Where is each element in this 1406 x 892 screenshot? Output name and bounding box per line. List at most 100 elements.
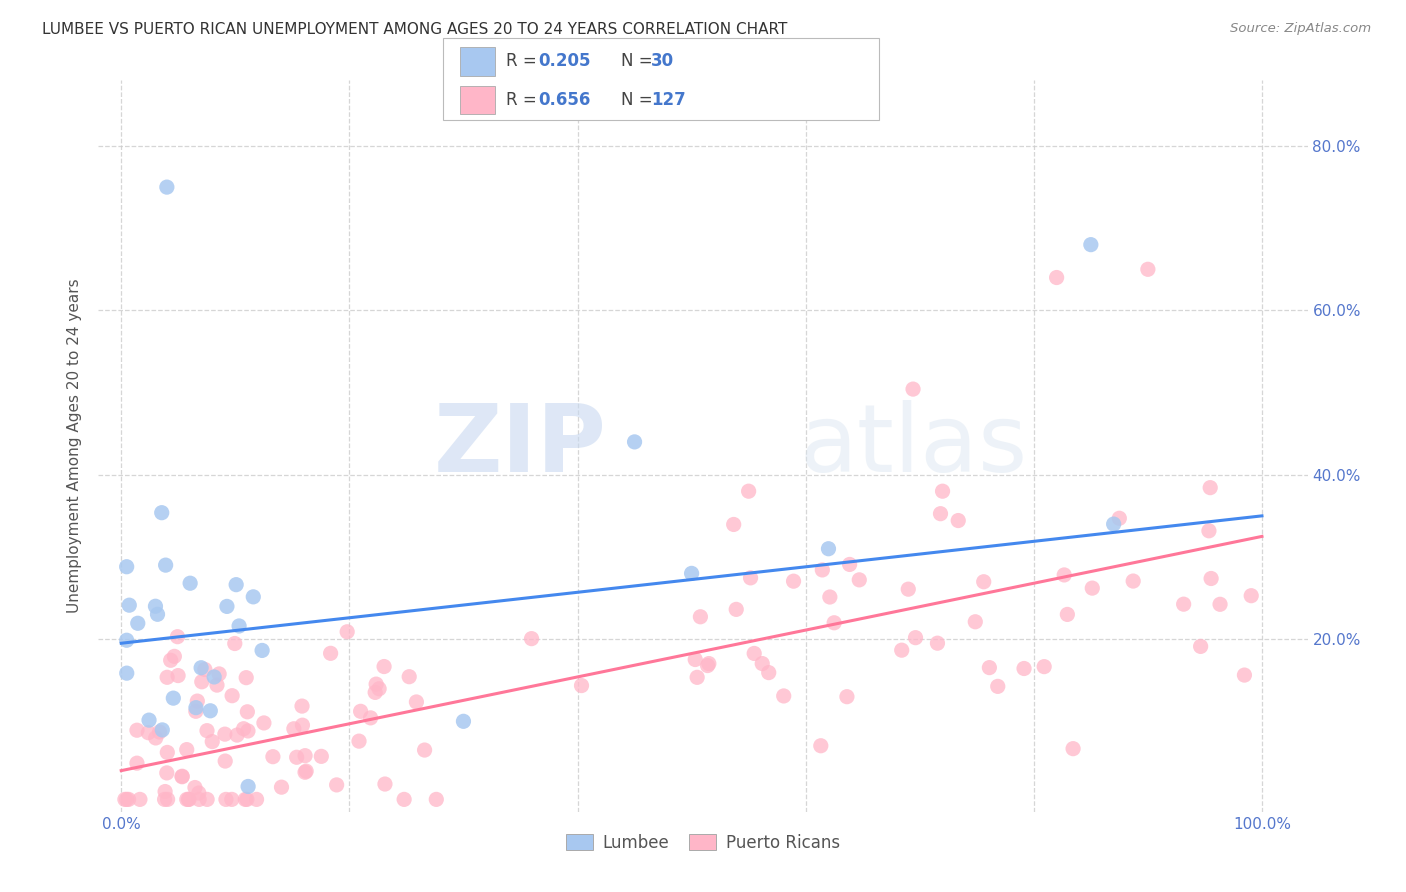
Text: 30: 30 (651, 53, 673, 70)
Point (156, 670, 179, 684)
Point (136, 725, 159, 739)
Point (235, 671, 257, 685)
Text: N =: N = (621, 91, 658, 109)
Text: R =: R = (506, 53, 543, 70)
Point (236, 705, 259, 719)
Point (1122, 574, 1144, 588)
Point (228, 619, 250, 633)
Point (366, 677, 388, 691)
Point (115, 633, 138, 648)
Point (145, 731, 167, 745)
Point (425, 792, 447, 806)
Point (201, 734, 224, 748)
Point (176, 792, 198, 806)
Point (336, 624, 359, 639)
Point (214, 754, 236, 768)
Point (697, 657, 720, 671)
Point (897, 582, 920, 597)
Point (392, 792, 415, 806)
Point (114, 792, 136, 806)
Point (167, 668, 190, 682)
Point (236, 780, 259, 794)
Point (179, 576, 201, 591)
Point (360, 711, 382, 725)
Point (115, 559, 138, 574)
Point (319, 646, 342, 660)
Point (129, 792, 152, 806)
Point (1198, 524, 1220, 538)
Point (948, 514, 970, 528)
Text: Source: ZipAtlas.com: Source: ZipAtlas.com (1230, 22, 1371, 36)
Point (904, 631, 927, 645)
Point (987, 679, 1010, 693)
Point (233, 792, 256, 806)
Point (156, 180, 179, 194)
Text: LUMBEE VS PUERTO RICAN UNEMPLOYMENT AMONG AGES 20 TO 24 YEARS CORRELATION CHART: LUMBEE VS PUERTO RICAN UNEMPLOYMENT AMON… (42, 22, 787, 37)
Point (188, 792, 211, 806)
Point (623, 434, 645, 449)
Point (291, 718, 314, 732)
Point (285, 750, 308, 764)
Point (166, 630, 188, 644)
Point (1053, 568, 1076, 582)
Point (737, 484, 759, 499)
Point (291, 699, 314, 714)
Point (772, 689, 794, 703)
Point (811, 563, 834, 577)
Point (686, 670, 709, 684)
Point (979, 660, 1001, 674)
Point (163, 649, 186, 664)
Point (253, 715, 276, 730)
Point (226, 728, 249, 742)
Point (155, 558, 177, 573)
Point (1209, 597, 1232, 611)
Point (1062, 741, 1084, 756)
Point (758, 665, 780, 680)
Point (250, 643, 273, 657)
Point (148, 725, 170, 739)
Point (683, 652, 706, 666)
Point (835, 690, 858, 704)
Point (262, 749, 284, 764)
Point (689, 609, 711, 624)
Point (696, 658, 718, 673)
Point (153, 784, 176, 798)
Point (810, 739, 832, 753)
Point (901, 382, 924, 396)
Point (373, 659, 395, 673)
Text: atlas: atlas (800, 400, 1028, 492)
Point (224, 636, 246, 650)
Point (1233, 668, 1256, 682)
Point (965, 615, 987, 629)
Point (115, 666, 138, 681)
Point (929, 507, 952, 521)
Point (368, 681, 391, 696)
Point (740, 571, 762, 585)
Point (927, 636, 949, 650)
Point (159, 653, 181, 667)
Point (270, 780, 292, 794)
Point (283, 722, 305, 736)
Point (823, 615, 845, 630)
Point (225, 577, 247, 591)
Point (156, 792, 179, 806)
Y-axis label: Unemployment Among Ages 20 to 24 years: Unemployment Among Ages 20 to 24 years (67, 278, 83, 614)
Point (184, 700, 207, 714)
Point (782, 574, 804, 589)
Point (162, 691, 184, 706)
Point (172, 770, 194, 784)
Point (1102, 517, 1125, 532)
Point (145, 599, 167, 614)
Point (311, 749, 333, 764)
Point (214, 727, 236, 741)
Point (127, 616, 149, 631)
Point (295, 764, 318, 779)
Point (1046, 270, 1069, 285)
Point (838, 558, 860, 572)
Text: N =: N = (621, 53, 658, 70)
Point (413, 743, 436, 757)
Point (848, 573, 870, 587)
Point (177, 792, 200, 806)
Point (571, 679, 593, 693)
Text: 127: 127 (651, 91, 686, 109)
